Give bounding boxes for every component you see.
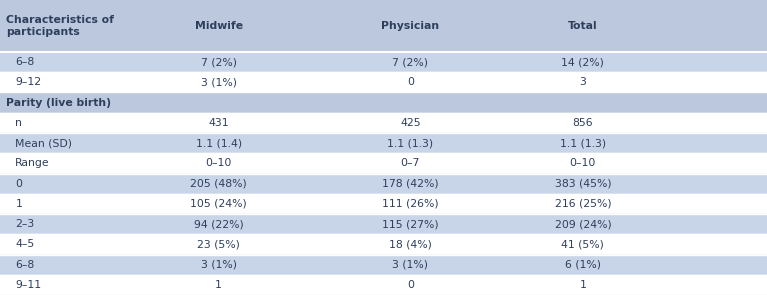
Text: Parity (live birth): Parity (live birth) <box>6 98 111 108</box>
Text: 178 (42%): 178 (42%) <box>382 179 439 189</box>
Text: 111 (26%): 111 (26%) <box>382 199 439 209</box>
Text: Physician: Physician <box>381 21 439 31</box>
Text: 0–7: 0–7 <box>400 158 420 168</box>
Bar <box>0 173 767 194</box>
Text: 105 (24%): 105 (24%) <box>190 199 247 209</box>
Text: 0–10: 0–10 <box>570 158 596 168</box>
Text: Characteristics of
participants: Characteristics of participants <box>6 15 114 37</box>
Text: 6–8: 6–8 <box>15 57 35 67</box>
Text: 2–3: 2–3 <box>15 219 35 229</box>
Text: Midwife: Midwife <box>195 21 242 31</box>
Text: 1.1 (1.4): 1.1 (1.4) <box>196 138 242 148</box>
Text: 216 (25%): 216 (25%) <box>555 199 611 209</box>
Text: 0–10: 0–10 <box>206 158 232 168</box>
Text: 0: 0 <box>15 179 22 189</box>
Text: n: n <box>15 118 22 128</box>
Bar <box>0 72 767 93</box>
Bar <box>0 0 767 52</box>
Text: Range: Range <box>15 158 50 168</box>
Text: 7 (2%): 7 (2%) <box>201 57 236 67</box>
Bar <box>0 113 767 133</box>
Bar <box>0 234 767 255</box>
Text: 6 (1%): 6 (1%) <box>565 260 601 270</box>
Text: 431: 431 <box>209 118 229 128</box>
Text: 3 (1%): 3 (1%) <box>201 260 236 270</box>
Text: 7 (2%): 7 (2%) <box>393 57 428 67</box>
Bar <box>0 275 767 295</box>
Text: 1: 1 <box>216 280 222 290</box>
Text: 3 (1%): 3 (1%) <box>201 77 236 87</box>
Text: 41 (5%): 41 (5%) <box>561 239 604 249</box>
Bar <box>0 194 767 214</box>
Text: Total: Total <box>568 21 597 31</box>
Text: 9–12: 9–12 <box>15 77 41 87</box>
Text: 1: 1 <box>580 280 586 290</box>
Bar <box>0 52 767 72</box>
Bar <box>0 153 767 173</box>
Text: 1: 1 <box>15 199 22 209</box>
Text: 3: 3 <box>580 77 586 87</box>
Text: 3 (1%): 3 (1%) <box>393 260 428 270</box>
Text: 425: 425 <box>400 118 420 128</box>
Text: 1.1 (1.3): 1.1 (1.3) <box>387 138 433 148</box>
Text: Mean (SD): Mean (SD) <box>15 138 72 148</box>
Bar <box>0 255 767 275</box>
Text: 14 (2%): 14 (2%) <box>561 57 604 67</box>
Bar <box>0 93 767 113</box>
Text: 18 (4%): 18 (4%) <box>389 239 432 249</box>
Text: 383 (45%): 383 (45%) <box>555 179 611 189</box>
Text: 209 (24%): 209 (24%) <box>555 219 611 229</box>
Bar <box>0 214 767 234</box>
Text: 0: 0 <box>407 77 414 87</box>
Text: 1.1 (1.3): 1.1 (1.3) <box>560 138 606 148</box>
Text: 23 (5%): 23 (5%) <box>197 239 240 249</box>
Bar <box>0 133 767 153</box>
Text: 4–5: 4–5 <box>15 239 35 249</box>
Text: 205 (48%): 205 (48%) <box>190 179 247 189</box>
Text: 6–8: 6–8 <box>15 260 35 270</box>
Text: 0: 0 <box>407 280 414 290</box>
Text: 94 (22%): 94 (22%) <box>194 219 243 229</box>
Text: 115 (27%): 115 (27%) <box>382 219 439 229</box>
Text: 856: 856 <box>573 118 593 128</box>
Text: 9–11: 9–11 <box>15 280 41 290</box>
